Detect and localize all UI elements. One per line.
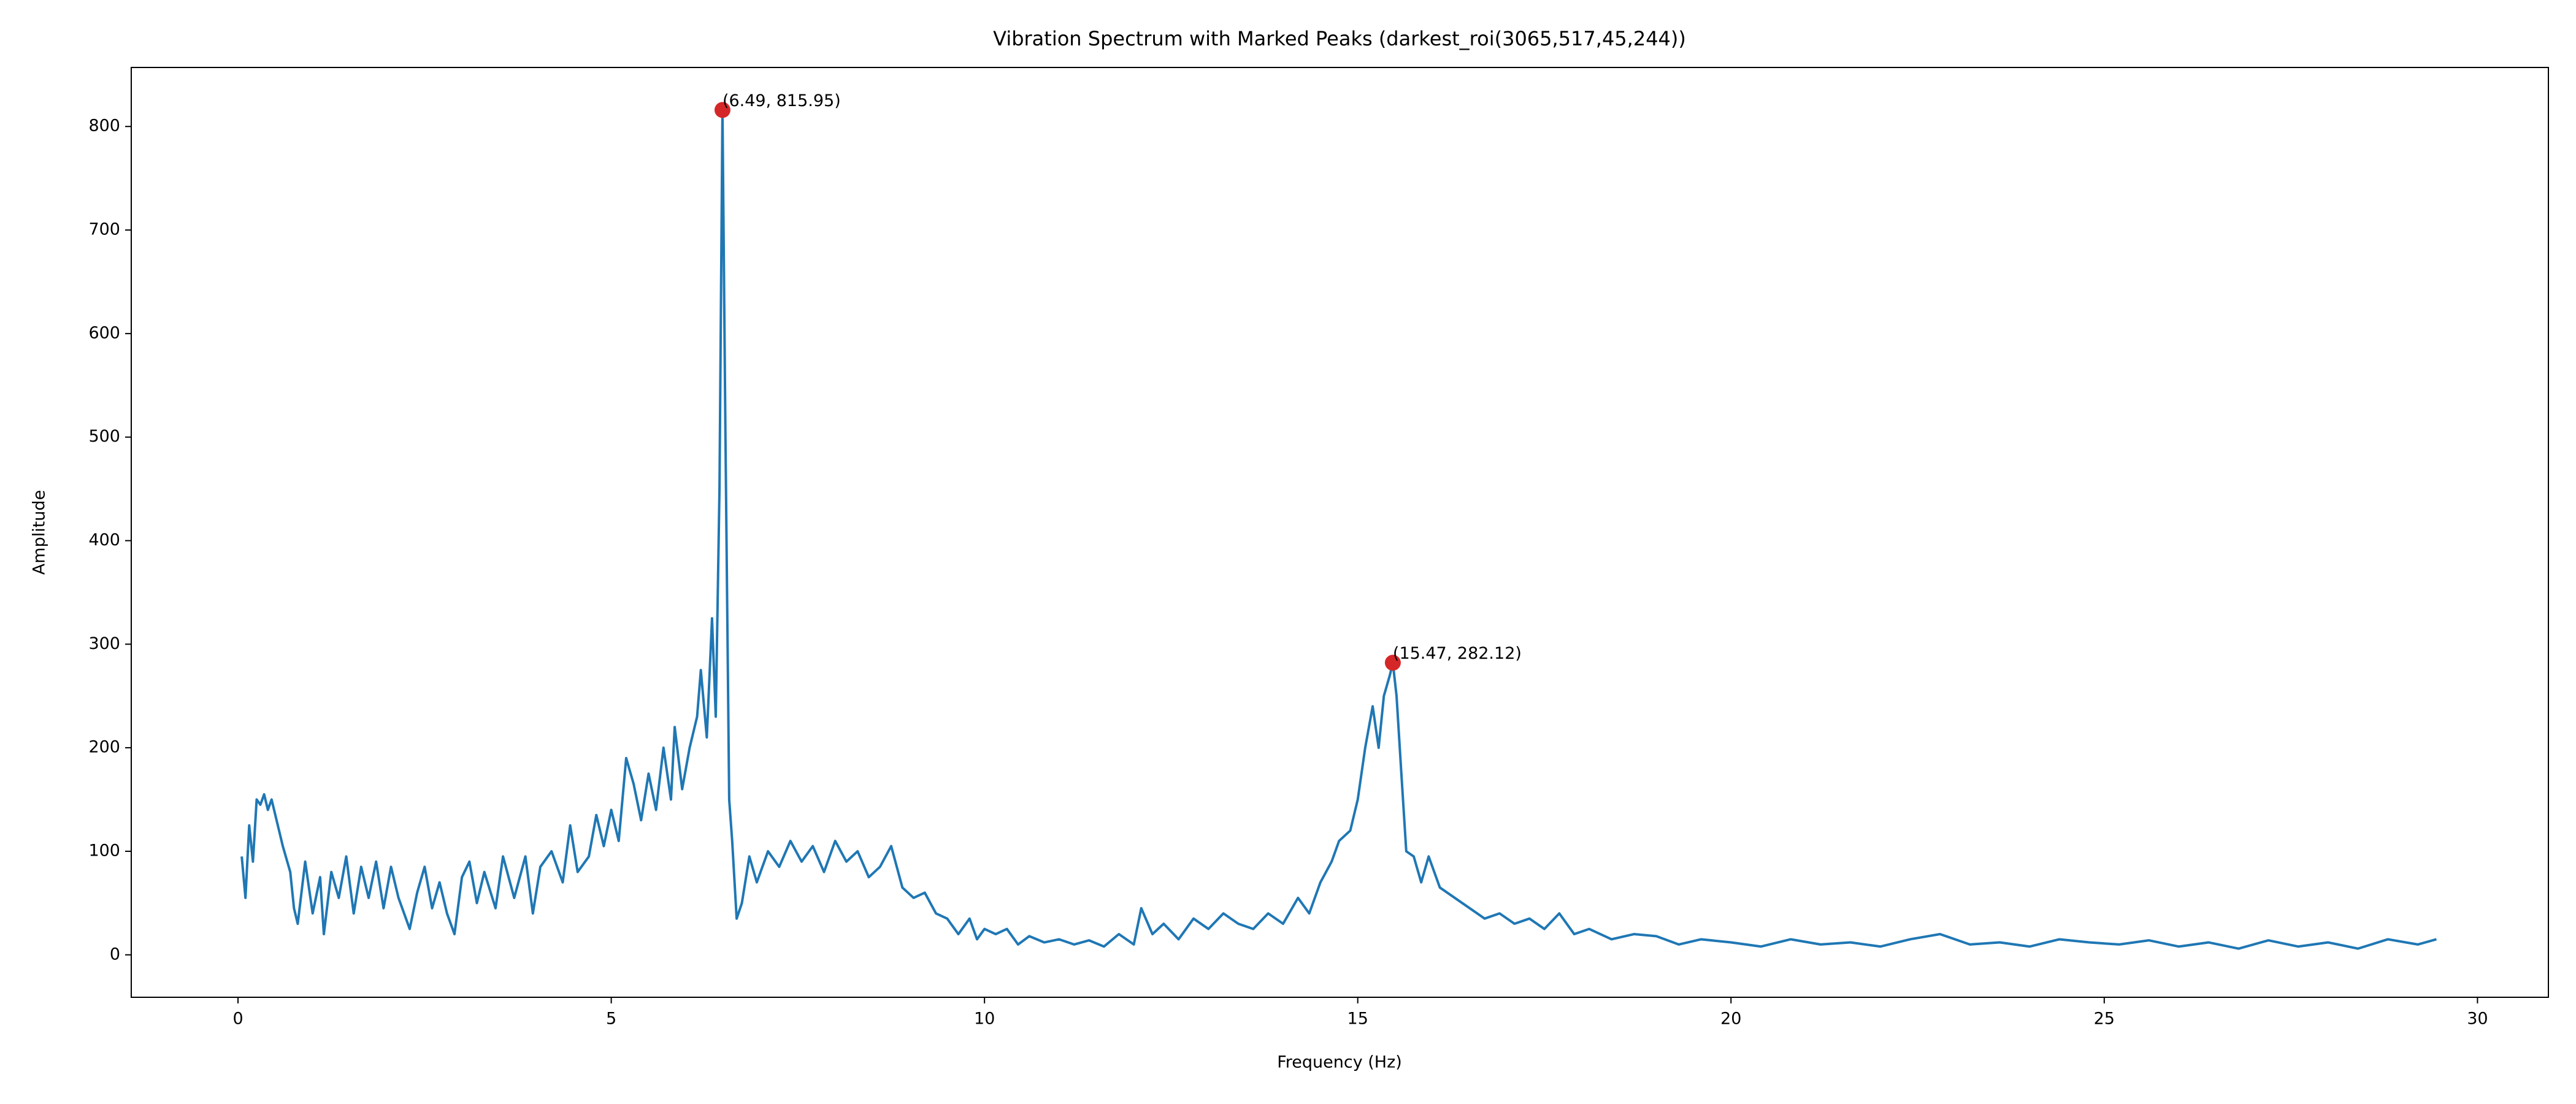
y-axis-label: Amplitude	[30, 490, 49, 575]
y-tick-label: 300	[88, 634, 120, 653]
spectrum-line	[240, 109, 2437, 950]
x-tick-label: 20	[1720, 1010, 1741, 1029]
y-tick-label: 200	[88, 738, 120, 757]
y-tick-label: 100	[88, 841, 120, 860]
y-tick-label: 800	[88, 117, 120, 136]
peak-annotation: (15.47, 282.12)	[1393, 644, 1522, 663]
y-tick-label: 400	[88, 531, 120, 550]
chart-title: Vibration Spectrum with Marked Peaks (da…	[993, 27, 1686, 50]
peak-marker	[714, 102, 730, 118]
x-tick-label: 5	[606, 1010, 616, 1029]
x-tick-label: 25	[2094, 1010, 2115, 1029]
plot-frame	[131, 67, 2549, 998]
y-tick-label: 0	[110, 945, 120, 964]
y-tick-label: 500	[88, 427, 120, 446]
y-tick-label: 700	[88, 220, 120, 239]
peak-annotation: (6.49, 815.95)	[723, 91, 841, 110]
y-tick-label: 600	[88, 323, 120, 342]
x-tick-label: 30	[2467, 1010, 2488, 1029]
x-tick-label: 15	[1347, 1010, 1368, 1029]
x-tick-label: 0	[232, 1010, 243, 1029]
x-axis-label: Frequency (Hz)	[1277, 1053, 1402, 1072]
x-tick-label: 10	[974, 1010, 995, 1029]
peak-marker	[1384, 654, 1401, 671]
